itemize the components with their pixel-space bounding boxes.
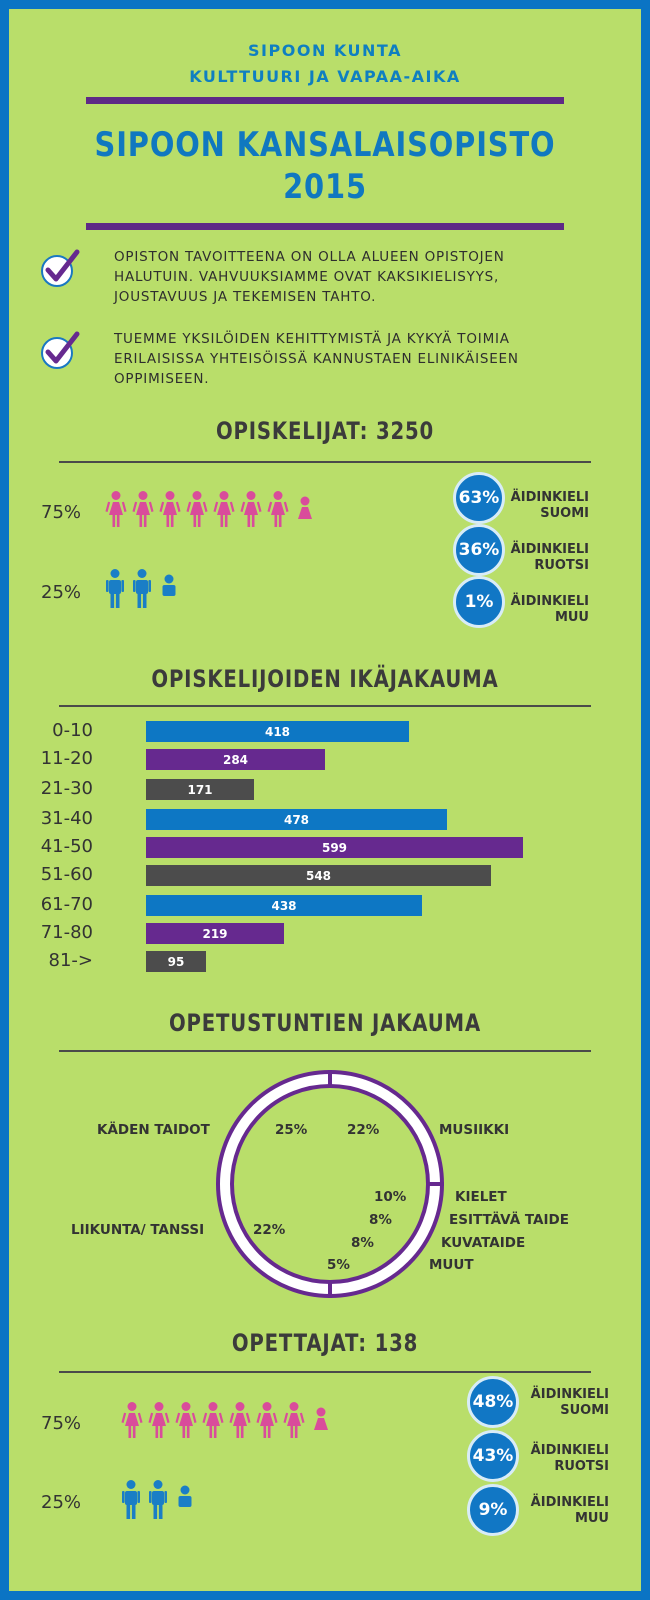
female-person-icon <box>283 1402 305 1438</box>
female-person-icon <box>213 491 235 527</box>
teacher-language-label-ruotsi: ÄIDINKIELI RUOTSI <box>530 1443 609 1474</box>
female-person-icon <box>132 491 154 527</box>
teachers-divider <box>59 1371 591 1373</box>
language-badge-suomi: 63% <box>453 472 505 524</box>
age-bar: 95 <box>146 951 206 972</box>
intro-text-1: OPISTON TAVOITTEENA ON OLLA ALUEEN OPIST… <box>114 249 505 305</box>
teachers-male-pct: 25% <box>41 1492 82 1513</box>
hours-donut-chart <box>205 1059 455 1313</box>
language-label-muu: ÄIDINKIELI MUU <box>510 594 589 625</box>
students-divider <box>59 461 591 463</box>
female-person-icon <box>175 1402 197 1438</box>
header-divider-bottom <box>86 223 564 230</box>
age-chart-divider <box>59 705 591 707</box>
female-person-icon <box>186 491 208 527</box>
header-divider-top <box>86 97 564 104</box>
slice-pct-muut: 5% <box>327 1257 350 1273</box>
language-badge-muu: 1% <box>453 576 505 628</box>
female-person-icon <box>148 1402 170 1438</box>
teacher-language-badge-ruotsi: 43% <box>467 1430 519 1482</box>
org-line-2: KULTTUURI JA VAPAA-AIKA <box>189 67 461 86</box>
hours-chart-divider <box>59 1050 591 1052</box>
age-category-label: 81-> <box>48 950 93 971</box>
male-person-icon <box>106 569 124 608</box>
female-person-icon <box>229 1402 251 1438</box>
age-category-label: 21-30 <box>40 778 93 799</box>
female-person-icon <box>240 491 262 527</box>
male-person-icon <box>149 1480 167 1519</box>
female-person-icon <box>105 491 127 527</box>
age-category-label: 61-70 <box>40 894 93 915</box>
male-person-icon <box>162 574 176 596</box>
female-person-icon <box>256 1402 278 1438</box>
age-bar: 438 <box>146 895 422 916</box>
male-figures <box>105 569 179 609</box>
page-title: SIPOON KANSALAISOPISTO <box>94 125 556 165</box>
male-figures <box>121 1480 195 1520</box>
slice-pct-esittava-taide: 8% <box>369 1212 392 1228</box>
age-bar: 548 <box>146 865 491 886</box>
teachers-female-pct: 75% <box>41 1413 82 1434</box>
language-label-suomi: ÄIDINKIELI SUOMI <box>510 490 589 521</box>
teacher-language-label-muu: ÄIDINKIELI MUU <box>530 1495 609 1526</box>
female-person-icon <box>202 1402 224 1438</box>
slice-pct-kielet: 10% <box>374 1189 407 1205</box>
page-title-year: 2015 <box>283 167 367 207</box>
language-label-ruotsi: ÄIDINKIELI RUOTSI <box>510 542 589 573</box>
age-bar: 599 <box>146 837 523 858</box>
age-category-label: 71-80 <box>40 922 93 943</box>
slice-pct-kaden-taidot: 25% <box>275 1122 308 1138</box>
hours-chart-title: OPETUSTUNTIEN JAKAUMA <box>168 1009 482 1037</box>
students-female-pct: 75% <box>41 502 82 523</box>
age-category-label: 11-20 <box>40 748 93 769</box>
female-person-icon <box>121 1402 143 1438</box>
slice-pct-musiikki: 22% <box>347 1122 380 1138</box>
slice-label-liikunta: LIIKUNTA/ TANSSI <box>71 1222 205 1238</box>
age-bar: 478 <box>146 809 447 830</box>
female-figures <box>105 491 316 529</box>
female-person-icon <box>267 491 289 527</box>
slice-label-kuvataide: KUVATAIDE <box>441 1235 526 1251</box>
language-badge-ruotsi: 36% <box>453 524 505 576</box>
male-person-icon <box>133 569 151 608</box>
slice-pct-kuvataide: 8% <box>351 1235 374 1251</box>
infographic: SIPOON KUNTA KULTTUURI JA VAPAA-AIKA SIP… <box>9 9 641 1591</box>
donut-edge <box>230 1084 430 1284</box>
teacher-language-badge-muu: 9% <box>467 1484 519 1536</box>
female-figures <box>121 1402 332 1440</box>
slice-label-kaden-taidot: KÄDEN TAIDOT <box>97 1122 210 1138</box>
age-category-label: 0-10 <box>52 720 93 741</box>
age-chart-title: OPISKELIJOIDEN IKÄJAKAUMA <box>151 665 499 693</box>
age-category-label: 51-60 <box>40 864 93 885</box>
age-category-label: 31-40 <box>40 808 93 829</box>
checkmark-icon <box>37 327 81 375</box>
female-person-icon <box>159 491 181 527</box>
age-bar: 418 <box>146 721 409 742</box>
slice-label-muut: MUUT <box>429 1257 474 1273</box>
slice-label-esittava-taide: ESITTÄVÄ TAIDE <box>449 1212 569 1228</box>
female-person-icon <box>314 1407 328 1430</box>
org-line-1: SIPOON KUNTA <box>248 41 402 60</box>
age-bar: 284 <box>146 749 325 770</box>
teacher-language-label-suomi: ÄIDINKIELI SUOMI <box>530 1387 609 1418</box>
checkmark-icon <box>37 245 81 293</box>
teachers-title: OPETTAJAT: 138 <box>231 1329 419 1357</box>
male-person-icon <box>178 1485 192 1507</box>
teacher-language-badge-suomi: 48% <box>467 1376 519 1428</box>
age-bar-chart: 0-10 418 11-20 284 21-30 171 31-40 478 41-50 599 5… <box>9 709 641 989</box>
students-title: OPISKELIJAT: 3250 <box>215 417 435 445</box>
age-bar: 219 <box>146 923 284 944</box>
slice-label-kielet: KIELET <box>455 1189 507 1205</box>
female-person-icon <box>298 496 312 519</box>
male-person-icon <box>122 1480 140 1519</box>
age-category-label: 41-50 <box>40 836 93 857</box>
age-bar: 171 <box>146 779 254 800</box>
slice-pct-liikunta: 22% <box>253 1222 286 1238</box>
intro-text-2: TUEMME YKSILÖIDEN KEHITTYMISTÄ JA KYKYÄ … <box>114 331 519 387</box>
slice-label-musiikki: MUSIIKKI <box>439 1122 510 1138</box>
students-male-pct: 25% <box>41 582 82 603</box>
